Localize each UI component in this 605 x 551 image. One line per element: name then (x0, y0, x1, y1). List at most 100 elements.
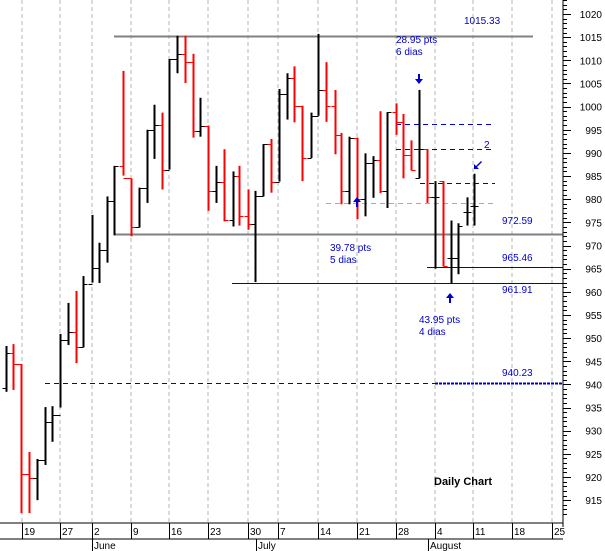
ohlc-bar (2, 345, 11, 392)
ohlc-bar (290, 66, 299, 123)
y-tick-label: 965 (585, 265, 602, 276)
arrow-diag-down-left-icon (474, 161, 482, 169)
ohlc-bar (298, 105, 307, 182)
arrow-up-low-august-icon (446, 293, 454, 303)
ohlc-bar (251, 190, 260, 283)
ohlc-bar (383, 112, 392, 208)
label-5-dias: 5 dias (330, 255, 357, 266)
ohlc-bar (56, 333, 65, 416)
x-tick-label: 30 (250, 527, 262, 538)
ohlc-bar (173, 35, 182, 74)
y-axis: 915 920 925 930 935 940 945 950 955 960 965 970 975 9… (562, 0, 603, 527)
y-tick-label: 940 (585, 380, 602, 391)
chart-title: Daily Chart (434, 476, 492, 488)
y-tick-label: 950 (585, 334, 602, 345)
month-label: July (258, 541, 276, 551)
ohlc-bar (229, 171, 238, 227)
x-tick-label: 27 (62, 527, 74, 538)
x-tick-label: 18 (514, 527, 526, 538)
y-tick-label: 985 (585, 172, 602, 183)
ohlc-bar (361, 153, 370, 217)
label-965: 965.46 (502, 253, 533, 264)
ohlc-bar (235, 165, 244, 226)
label-961: 961.91 (502, 285, 533, 296)
ohlc-bar (25, 451, 34, 514)
ohlc-bar (470, 173, 479, 226)
ohlc-bar (244, 189, 253, 230)
arrow-up-low-july-icon (353, 197, 361, 207)
x-tick-label: 2 (94, 527, 100, 538)
ohlc-bar (447, 220, 456, 284)
y-tick-label: 1020 (580, 10, 603, 21)
y-tick-label: 970 (585, 242, 602, 253)
ohlc-bar (88, 214, 97, 285)
label-6-dias: 6 dias (396, 47, 423, 58)
y-tick-label: 915 (585, 496, 602, 507)
y-tick-label: 925 (585, 450, 602, 461)
x-tick-label: 19 (24, 527, 36, 538)
ohlc-bar (127, 178, 136, 237)
ohlc-bar (307, 112, 316, 159)
ohlc-bar (135, 187, 144, 228)
y-tick-label: 995 (585, 126, 602, 137)
ohlc-bar (331, 89, 340, 155)
ohlc-bar (337, 132, 346, 205)
ohlc-bar (110, 165, 119, 236)
x-tick-label: 9 (133, 527, 139, 538)
ohlc-bar (399, 114, 408, 179)
arrow-down-high-icon (415, 74, 423, 84)
ohlc-bar (376, 111, 385, 194)
x-tick-label: 25 (554, 527, 566, 538)
label-2: 2 (484, 140, 490, 151)
y-tick-label: 1015 (580, 33, 603, 44)
y-tick-label: 960 (585, 288, 602, 299)
ohlc-bar (64, 302, 73, 346)
ohlc-bar (9, 344, 18, 390)
x-tick-label: 11 (475, 527, 486, 538)
ohlc-bar (415, 89, 424, 179)
ohlc-bar (17, 364, 26, 514)
x-tick-label: 4 (437, 527, 443, 538)
ohlc-bar (165, 58, 174, 171)
ohlc-bar (259, 144, 268, 197)
ohlc-bar (431, 181, 440, 269)
y-tick-label: 975 (585, 218, 602, 229)
x-tick-label: 14 (320, 527, 332, 538)
y-tick-label: 1000 (580, 103, 603, 114)
ohlc-bar (454, 223, 463, 275)
label-28-95-pts: 28.95 pts (396, 35, 437, 46)
ohlc-bar (369, 156, 378, 198)
x-axis: 19 27 2 9 16 23 30 7 14 21 28 4 11 18 25 June July August (0, 522, 566, 551)
ohlc-bar (275, 89, 284, 183)
y-tick-label: 1010 (580, 56, 603, 67)
annotation-arrows (353, 74, 482, 303)
ohlc-bar (283, 73, 292, 120)
label-972: 972.59 (502, 216, 533, 227)
ohlc-bar (150, 104, 159, 159)
ohlc-bar (407, 140, 416, 171)
x-tick-label: 28 (398, 527, 410, 538)
ohlc-bar (48, 406, 57, 442)
ohlc-bar (189, 53, 198, 138)
ohlc-bar (392, 103, 401, 135)
x-tick-label: 21 (359, 527, 371, 538)
ohlc-bar (41, 407, 50, 465)
ohlc-bar (196, 97, 205, 137)
vertical-gridlines (21, 0, 553, 523)
ohlc-bar (204, 125, 213, 211)
ohlc-bar (267, 139, 276, 193)
ohlc-bar (119, 70, 128, 179)
ohlc-bar (212, 165, 221, 203)
ohlc-bar (158, 112, 167, 190)
horizontal-levels (45, 35, 563, 385)
y-tick-label: 945 (585, 357, 602, 368)
ohlc-bar (103, 196, 112, 263)
ohlc-bar (463, 197, 472, 226)
ohlc-bar (72, 290, 81, 364)
month-label: June (94, 541, 116, 551)
y-tick-label: 930 (585, 427, 602, 438)
ohlc-bar (181, 35, 190, 83)
ohlc-bar (33, 458, 42, 501)
y-tick-label: 920 (585, 473, 602, 484)
